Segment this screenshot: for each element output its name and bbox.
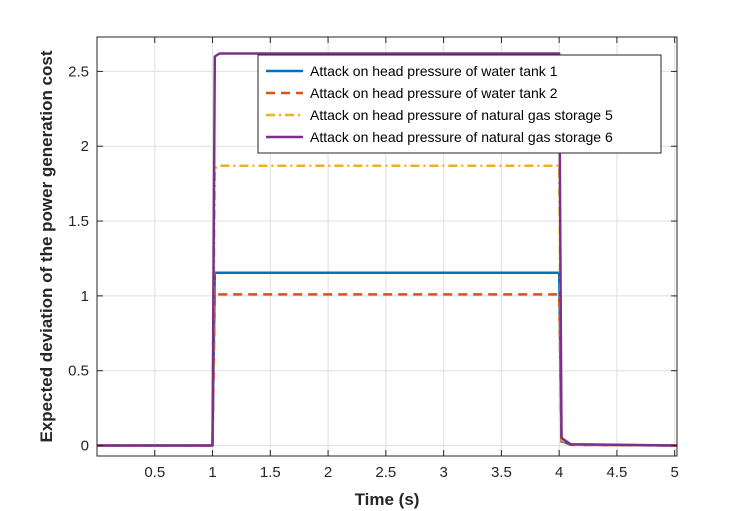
x-axis-label: Time (s) (355, 490, 420, 509)
x-tick-label: 4.5 (606, 464, 627, 481)
legend-box (257, 54, 662, 154)
series-line-4 (97, 52, 678, 447)
y-tick-label: 0.5 (68, 363, 89, 380)
series-group (97, 52, 678, 447)
y-axis-label: Expected deviation of the power generati… (37, 50, 56, 442)
y-tick-label: 2 (81, 138, 89, 155)
x-tick-label: 3 (439, 464, 447, 481)
y-tick-label: 0 (81, 438, 89, 455)
x-tick-label: 3.5 (491, 464, 512, 481)
x-tick-label: 0.5 (144, 464, 165, 481)
y-tick-label: 1.5 (68, 213, 89, 230)
legend-label-1: Attack on head pressure of water tank 1 (310, 63, 558, 79)
x-tick-label: 1.5 (260, 464, 281, 481)
axis-ticks: 0.5 1 1.5 2 2.5 3 3.5 4 4.5 5 0 0.5 1 1.5 2 2.5 (68, 37, 679, 481)
legend: Attack on head pressure of water tank 1 A… (257, 54, 662, 154)
y-tick-label: 2.5 (68, 63, 89, 80)
y-tick-label: 1 (81, 288, 89, 305)
legend-label-2: Attack on head pressure of water tank 2 (310, 85, 558, 101)
legend-label-4: Attack on head pressure of natural gas s… (310, 129, 613, 145)
x-tick-label: 4 (555, 464, 563, 481)
x-tick-label: 5 (671, 464, 679, 481)
x-tick-label: 2 (324, 464, 332, 481)
legend-label-3: Attack on head pressure of natural gas s… (310, 107, 613, 123)
x-tick-label: 2.5 (375, 464, 396, 481)
x-tick-label: 1 (208, 464, 216, 481)
plot-frame (96, 36, 678, 457)
